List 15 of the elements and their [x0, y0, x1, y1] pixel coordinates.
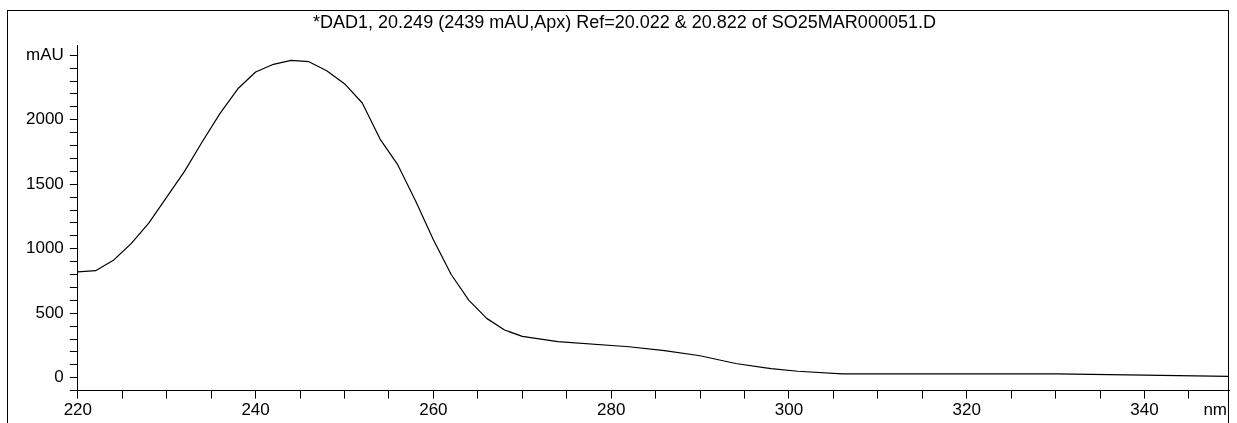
x-tick-label: 260	[419, 400, 448, 420]
y-tick-label: 500	[35, 302, 64, 322]
x-tick-label: 300	[774, 400, 804, 420]
x-tick-label: 320	[952, 400, 981, 420]
x-tick-label: 280	[597, 400, 626, 420]
x-tick-label: 240	[241, 400, 270, 420]
y-tick-label: mAU	[26, 44, 64, 64]
x-tick-label: 220	[63, 400, 93, 420]
x-tick-label: 340	[1130, 400, 1159, 420]
y-tick-label: 0	[54, 367, 64, 387]
chart-title: *DAD1, 20.249 (2439 mAU,Apx) Ref=20.022 & 20.822 of SO25MAR000051.D	[313, 11, 936, 32]
y-tick-label: 1000	[25, 238, 64, 258]
x-axis-title: nm	[1203, 399, 1227, 419]
y-tick-label: 2000	[25, 109, 64, 129]
y-tick-label: 1500	[25, 173, 64, 193]
